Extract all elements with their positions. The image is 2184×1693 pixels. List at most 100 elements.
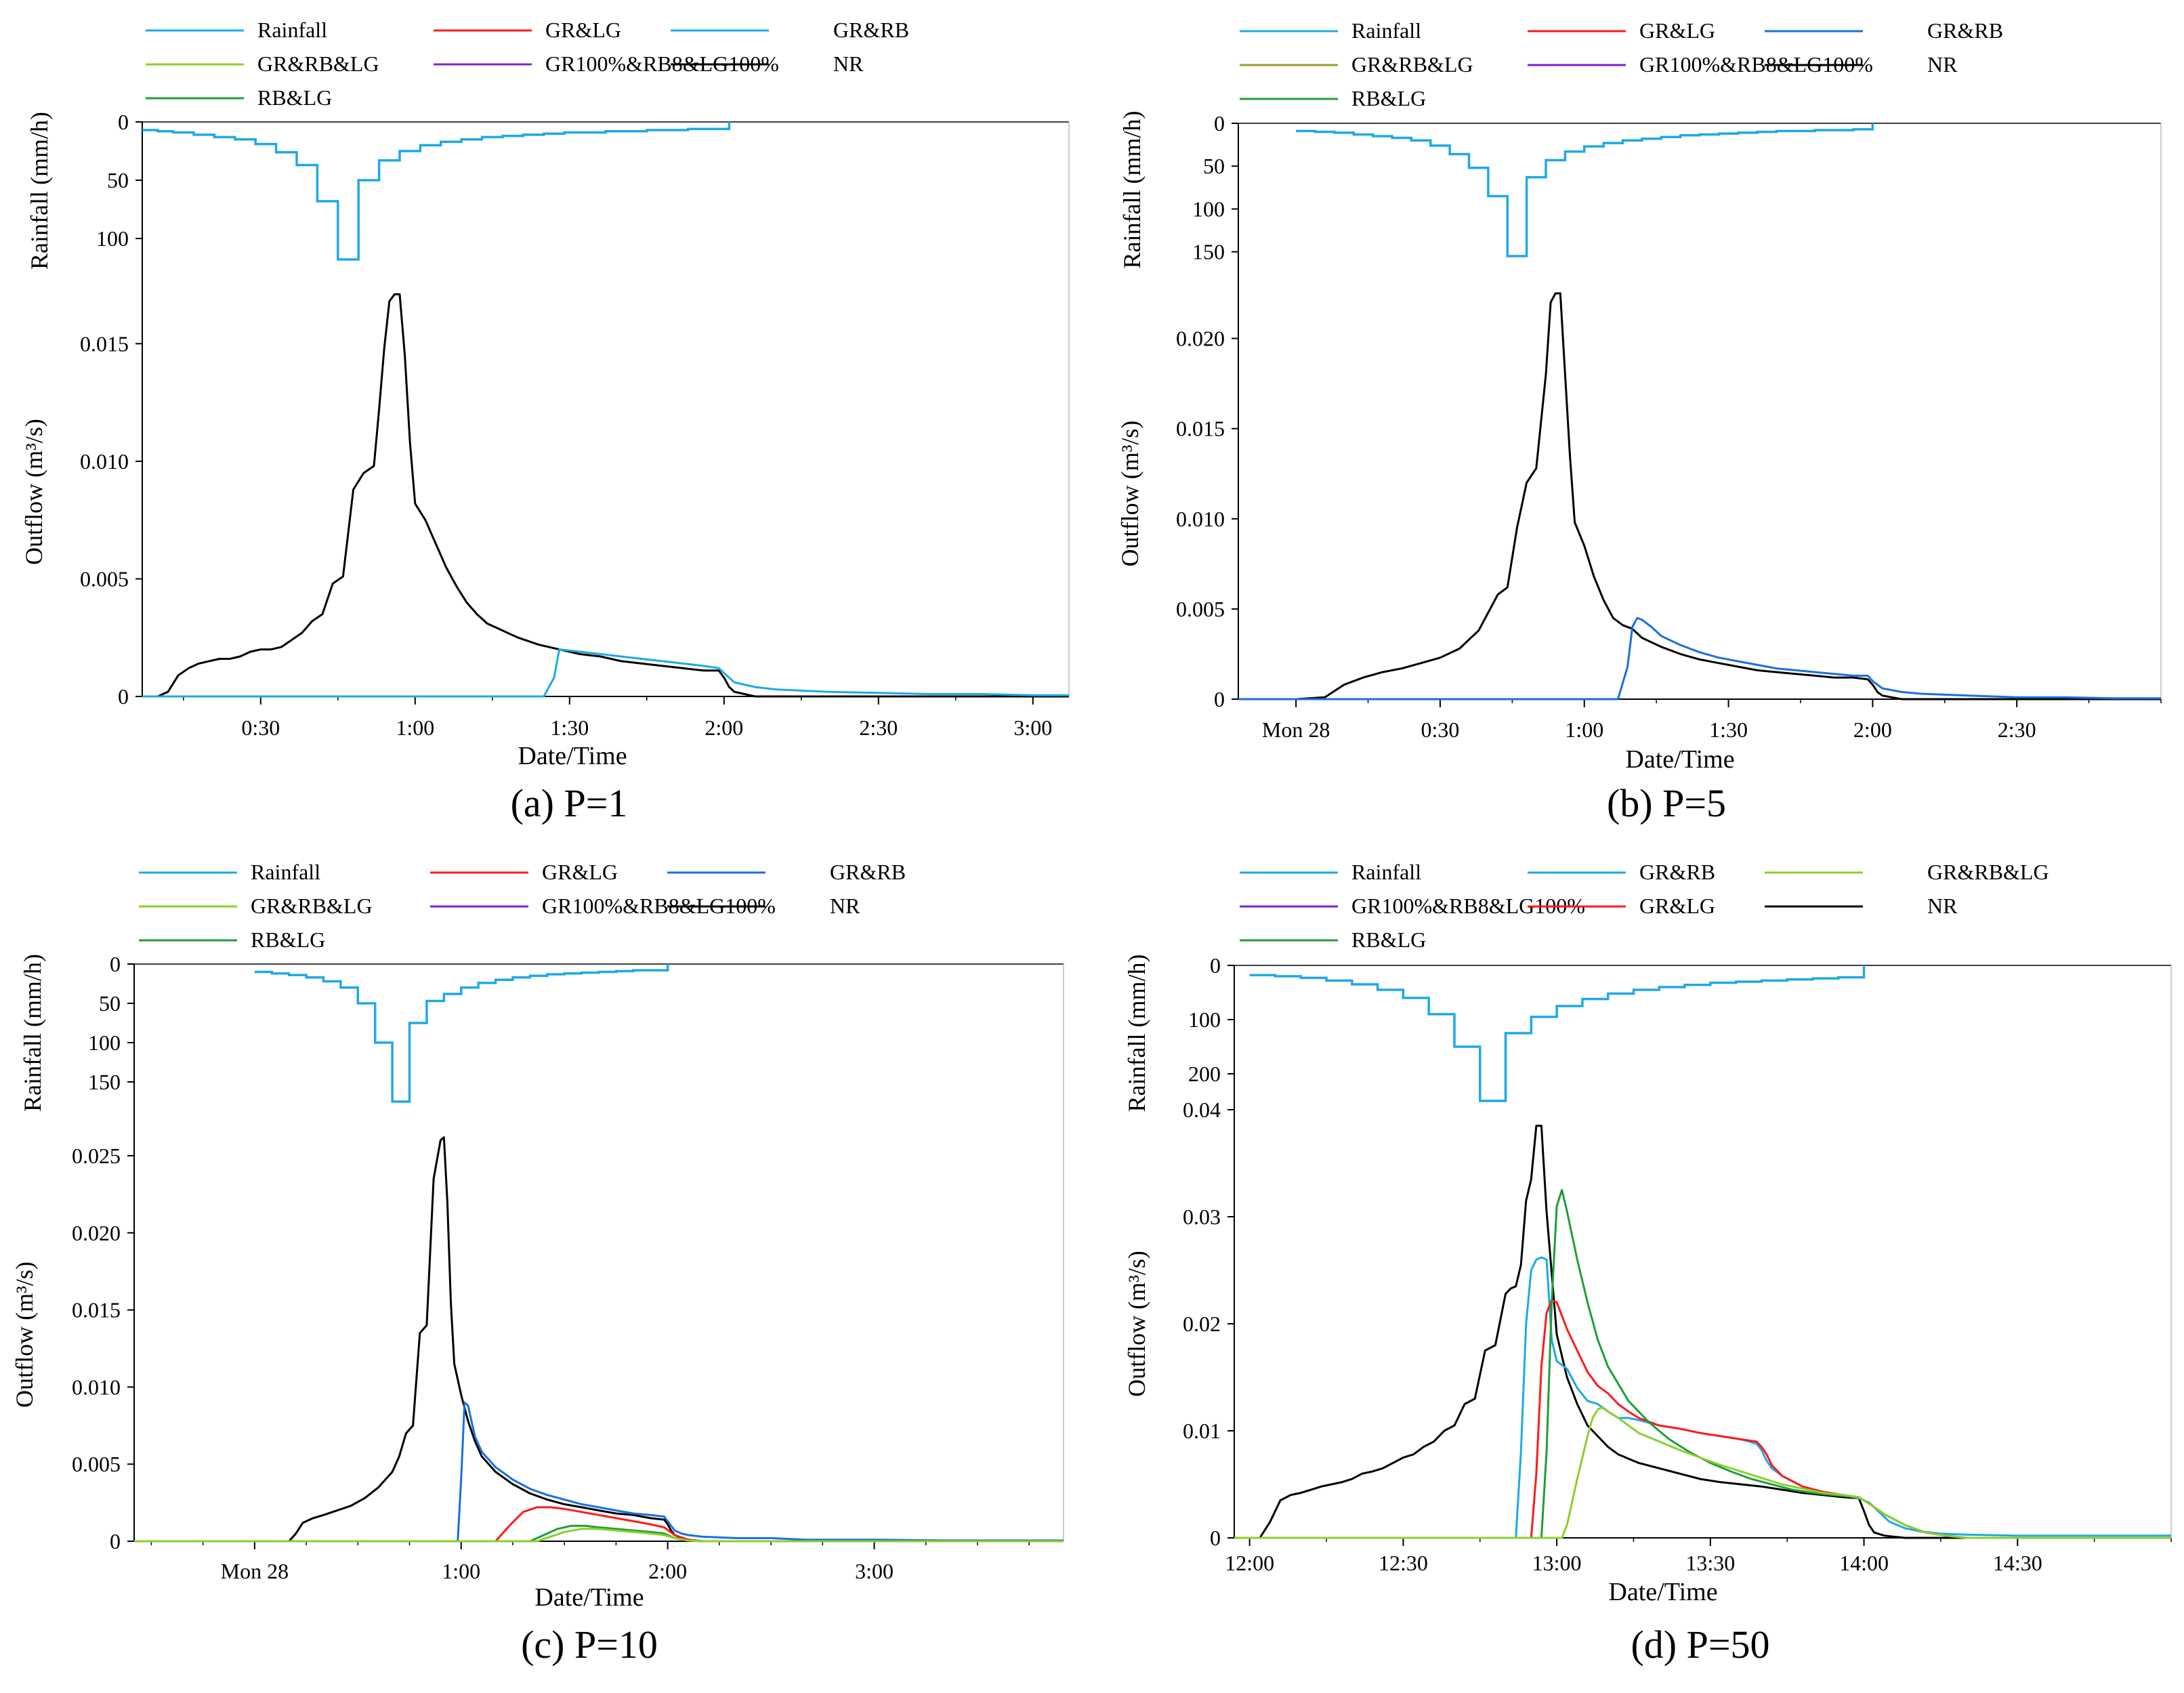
x-tick-label: 14:00 (1839, 1551, 1889, 1575)
x-tick-label: 2:30 (1998, 717, 2036, 742)
flow-y-tick-label: 0 (110, 1529, 121, 1553)
series-gr-lg (1234, 1299, 2171, 1539)
panel-caption: (a) P=1 (511, 781, 628, 825)
series-gr-rb (142, 648, 1069, 698)
flow-y-axis-label: Outflow (m³/s) (1123, 1251, 1150, 1397)
flow-y-tick-label: 0.010 (80, 449, 129, 474)
rainfall-series (142, 122, 731, 261)
legend-label: GR&LG (1639, 894, 1715, 918)
legend-label: GR&RB&LG (1351, 52, 1473, 77)
legend-label: GR&RB (830, 860, 906, 884)
legend-label: NR (1927, 894, 1958, 918)
rain-y-tick-label: 50 (1203, 154, 1225, 178)
rain-y-tick-label: 100 (96, 226, 129, 251)
rain-y-tick-label: 200 (1188, 1062, 1221, 1086)
x-tick-label: 2:00 (648, 1559, 687, 1583)
flow-y-tick-label: 0.025 (72, 1144, 121, 1168)
x-tick-label: 1:30 (550, 715, 589, 740)
flow-y-axis-label: Outflow (m³/s) (1116, 421, 1143, 567)
legend-label: NR (1927, 52, 1958, 77)
x-tick-label: 1:30 (1709, 717, 1748, 742)
legend-label: GR&RB (1927, 18, 2003, 43)
legend-label: Rainfall (251, 860, 320, 884)
x-tick-label: 0:30 (1421, 717, 1459, 742)
series-gr-rb (1238, 616, 2161, 701)
flow-y-tick-label: 0.015 (72, 1298, 121, 1322)
legend-label: Rainfall (1351, 18, 1421, 43)
x-tick-label: 1:00 (442, 1559, 480, 1583)
rain-y-axis-label: Rainfall (mm/h) (26, 112, 53, 270)
flow-y-axis-label: Outflow (m³/s) (20, 419, 47, 565)
series-rb-lg (1234, 1189, 2171, 1539)
flow-y-tick-label: 0.010 (1176, 507, 1225, 531)
flow-y-tick-label: 0.03 (1183, 1205, 1221, 1229)
x-tick-label: 13:30 (1685, 1551, 1735, 1575)
series-nr (142, 293, 1069, 698)
series-gr-rb (134, 1401, 1064, 1543)
x-tick-label: 2:00 (1853, 717, 1892, 742)
legend-label: RB&LG (1351, 927, 1426, 952)
rain-y-axis-label: Rainfall (mm/h) (19, 954, 46, 1112)
legend-label: GR&RB&LG (257, 51, 379, 76)
flow-y-tick-label: 0.01 (1183, 1419, 1221, 1443)
legend-label: Rainfall (1351, 860, 1421, 884)
rain-y-tick-label: 150 (1192, 240, 1225, 264)
legend-label: RB&LG (1351, 86, 1426, 110)
legend-label: NR (833, 51, 864, 76)
x-tick-label: 1:00 (396, 715, 434, 740)
legend-label: GR&LG (1639, 18, 1715, 43)
x-axis-label: Date/Time (1608, 1578, 1717, 1606)
legend-label: RB&LG (257, 85, 332, 110)
x-tick-label: Mon 28 (221, 1559, 289, 1583)
rain-y-axis-label: Rainfall (mm/h) (1123, 955, 1150, 1112)
rainfall-series (1249, 965, 1866, 1102)
rain-y-tick-label: 0 (118, 110, 129, 134)
flow-y-tick-label: 0.005 (72, 1452, 121, 1476)
x-tick-label: 12:30 (1379, 1551, 1428, 1575)
flow-y-tick-label: 0.020 (1176, 327, 1225, 351)
panel-caption: (b) P=5 (1607, 781, 1726, 825)
x-axis-label: Date/Time (518, 742, 627, 770)
legend-label: GR&RB (1639, 860, 1715, 884)
legend-label: GR&LG (545, 18, 621, 42)
flow-y-tick-label: 0 (118, 684, 129, 709)
series-nr (1234, 1125, 2171, 1539)
x-tick-label: 0:30 (241, 715, 280, 740)
series-nr (1238, 292, 2161, 701)
x-axis-label: Date/Time (534, 1583, 644, 1612)
flow-y-tick-label: 0 (1210, 1526, 1221, 1550)
rainfall-series (254, 964, 669, 1103)
series-gr-rb (1234, 1256, 2171, 1539)
rain-y-axis-label: Rainfall (mm/h) (1118, 111, 1146, 269)
rain-y-tick-label: 100 (1188, 1007, 1221, 1032)
x-tick-label: 1:00 (1565, 717, 1603, 742)
legend-label: Rainfall (257, 18, 327, 42)
rain-y-tick-label: 150 (88, 1070, 121, 1094)
series-gr-lg (134, 1506, 1064, 1543)
legend-label: GR&LG (542, 860, 618, 884)
series-gr-rb-lg (1234, 1406, 2171, 1539)
flow-y-tick-label: 0.015 (80, 331, 129, 356)
legend-label: RB&LG (251, 927, 325, 952)
rain-y-tick-label: 0 (110, 952, 121, 976)
flow-y-tick-label: 0.005 (1176, 597, 1225, 621)
flow-y-tick-label: 0.04 (1183, 1098, 1221, 1122)
rain-y-tick-label: 100 (1192, 196, 1225, 221)
flow-y-axis-label: Outflow (m³/s) (11, 1261, 38, 1408)
series-nr (134, 1136, 1064, 1543)
legend-label: GR&RB&LG (1927, 860, 2049, 884)
panel-caption: (c) P=10 (521, 1623, 658, 1667)
panel-caption: (d) P=50 (1631, 1623, 1769, 1667)
flow-y-tick-label: 0 (1214, 687, 1225, 711)
legend-label: GR&RB&LG (251, 894, 373, 918)
x-tick-label: 12:00 (1225, 1551, 1274, 1575)
legend-label: GR&RB (833, 18, 909, 42)
flow-y-tick-label: 0.005 (80, 566, 129, 591)
flow-y-tick-label: 0.015 (1176, 417, 1225, 441)
x-tick-label: Mon 28 (1262, 717, 1330, 742)
x-tick-label: 3:00 (855, 1559, 894, 1583)
